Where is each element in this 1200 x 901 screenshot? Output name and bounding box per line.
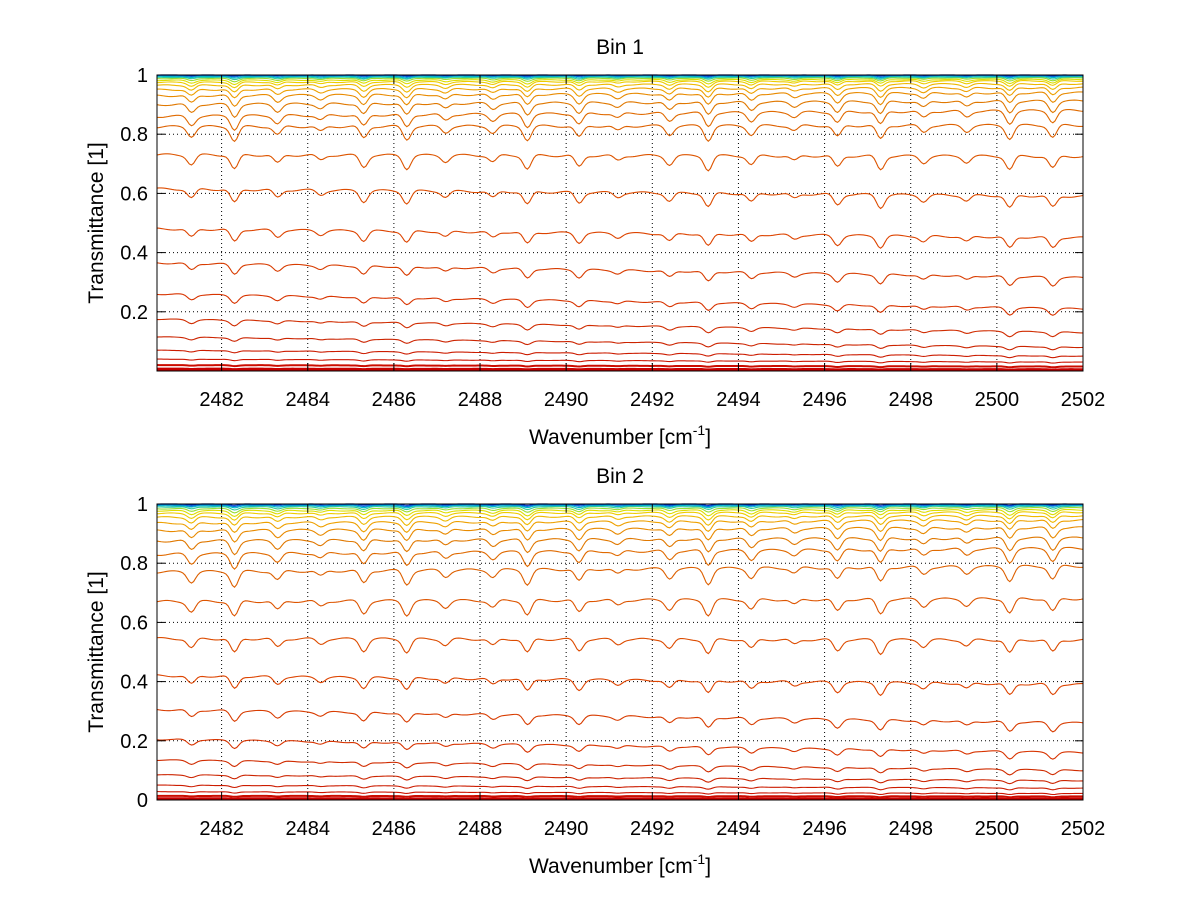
series-line-curve-02 bbox=[156, 503, 1084, 508]
y-tick-label: 0.8 bbox=[120, 553, 148, 575]
series-line-curve-05 bbox=[156, 77, 1084, 83]
x-tick-label: 2488 bbox=[458, 389, 503, 411]
x-axis-label-tail: ] bbox=[705, 855, 711, 878]
series-line-curve-19 bbox=[156, 759, 1084, 776]
series-line-curve-24 bbox=[156, 797, 1084, 800]
x-tick-label: 2488 bbox=[458, 818, 503, 840]
series-line-curve-05 bbox=[156, 506, 1084, 514]
series-line-curve-24 bbox=[156, 367, 1084, 371]
series-line-curve-14 bbox=[156, 597, 1084, 617]
series-line-curve-23 bbox=[156, 794, 1084, 799]
y-tick-label: 0.4 bbox=[120, 672, 148, 694]
y-axis-label: Transmittance [1] bbox=[85, 142, 108, 303]
series-line-curve-03 bbox=[157, 75, 1084, 79]
series-line-curve-11 bbox=[156, 536, 1084, 556]
series-line-curve-04 bbox=[156, 505, 1084, 511]
series-line-curve-07 bbox=[156, 80, 1084, 89]
series-line-curve-22 bbox=[156, 358, 1084, 364]
series-line-curve-16 bbox=[156, 227, 1084, 249]
x-tick-label: 2482 bbox=[199, 389, 244, 411]
x-axis-label-tail: ] bbox=[705, 426, 711, 449]
x-tick-label: 2494 bbox=[716, 818, 761, 840]
x-tick-label: 2490 bbox=[544, 389, 589, 411]
series-line-curve-17 bbox=[156, 709, 1084, 733]
plot-area bbox=[157, 504, 1083, 800]
series-line-curve-17 bbox=[156, 262, 1084, 287]
y-tick-label: 0.2 bbox=[120, 302, 148, 324]
panel-bin-1: 2482 2484 2486 2488 2490 2492 2494 2496 2498 2500… bbox=[85, 36, 1105, 449]
series-line-curve-09 bbox=[156, 86, 1084, 99]
series-line-curve-15 bbox=[156, 637, 1084, 656]
series-line-curve-06 bbox=[157, 78, 1084, 86]
x-tick-label: 2486 bbox=[372, 389, 417, 411]
x-tick-label: 2502 bbox=[1061, 818, 1106, 840]
panel-bin-2: 2482 2484 2486 2488 2490 2492 2494 2496 2498 2500… bbox=[85, 465, 1105, 878]
x-axis-label: Wavenumber [cm-1] bbox=[529, 851, 711, 878]
x-tick-label: 2482 bbox=[199, 818, 244, 840]
y-tick-label: 1 bbox=[137, 494, 148, 516]
x-axis-label-sup: -1 bbox=[693, 851, 706, 867]
x-tick-label: 2498 bbox=[888, 389, 933, 411]
y-tick-label: 0.2 bbox=[120, 731, 148, 753]
series-line-curve-16 bbox=[156, 674, 1084, 697]
series-line-curve-10 bbox=[156, 526, 1084, 543]
x-axis-label-main: Wavenumber [cm bbox=[529, 855, 693, 878]
y-tick-label: 0.4 bbox=[120, 243, 148, 265]
y-tick-label: 0.6 bbox=[120, 183, 148, 205]
series-line-curve-11 bbox=[156, 99, 1084, 119]
series-line-curve-07 bbox=[156, 511, 1084, 521]
series-line-curve-03 bbox=[156, 504, 1084, 509]
x-tick-label: 2496 bbox=[802, 818, 847, 840]
x-tick-label: 2484 bbox=[285, 818, 330, 840]
series-line-curve-09 bbox=[156, 519, 1084, 534]
y-tick-label: 1 bbox=[137, 65, 148, 87]
series-line-curve-20 bbox=[156, 336, 1084, 351]
y-tick-label: 0.6 bbox=[120, 612, 148, 634]
series-line-curve-19 bbox=[156, 318, 1084, 338]
x-tick-label: 2486 bbox=[372, 818, 417, 840]
series-line-curve-08 bbox=[156, 514, 1084, 527]
series-line-curve-06 bbox=[157, 508, 1084, 518]
series-line-curve-21 bbox=[156, 784, 1084, 791]
series-line-curve-23 bbox=[156, 364, 1084, 369]
series-line-curve-15 bbox=[156, 187, 1084, 210]
x-tick-label: 2490 bbox=[544, 818, 589, 840]
x-axis-label-sup: -1 bbox=[693, 422, 706, 438]
series-line-curve-22 bbox=[156, 791, 1084, 796]
chart-title: Bin 1 bbox=[596, 36, 644, 59]
series-line-curve-20 bbox=[156, 774, 1084, 785]
series-line-curve-12 bbox=[156, 109, 1084, 132]
series-line-curve-04 bbox=[156, 76, 1084, 81]
x-tick-label: 2494 bbox=[716, 389, 761, 411]
y-tick-label: 0.8 bbox=[120, 124, 148, 146]
series-line-curve-10 bbox=[156, 91, 1084, 107]
x-tick-label: 2502 bbox=[1061, 389, 1106, 411]
series-line-curve-13 bbox=[156, 123, 1084, 143]
y-axis-label: Transmittance [1] bbox=[85, 571, 108, 732]
series-line-curve-14 bbox=[156, 153, 1084, 172]
x-axis-label-main: Wavenumber [cm bbox=[529, 426, 693, 449]
axes-box bbox=[156, 503, 1084, 801]
x-tick-label: 2484 bbox=[285, 389, 330, 411]
series-line-curve-13 bbox=[156, 564, 1084, 588]
series-line-curve-18 bbox=[156, 293, 1084, 316]
axes-box bbox=[156, 74, 1084, 372]
series-line-curve-12 bbox=[156, 546, 1084, 570]
y-tick-label: 0 bbox=[137, 790, 148, 812]
x-tick-label: 2500 bbox=[975, 818, 1020, 840]
x-axis-label: Wavenumber [cm-1] bbox=[529, 422, 711, 449]
x-tick-label: 2492 bbox=[630, 818, 675, 840]
x-tick-label: 2498 bbox=[888, 818, 933, 840]
chart-title: Bin 2 bbox=[596, 465, 644, 488]
x-tick-label: 2500 bbox=[975, 389, 1020, 411]
x-tick-label: 2496 bbox=[802, 389, 847, 411]
series-line-curve-08 bbox=[156, 82, 1084, 93]
x-tick-label: 2492 bbox=[630, 389, 675, 411]
series-line-curve-21 bbox=[156, 349, 1084, 359]
series-line-curve-18 bbox=[156, 738, 1084, 760]
